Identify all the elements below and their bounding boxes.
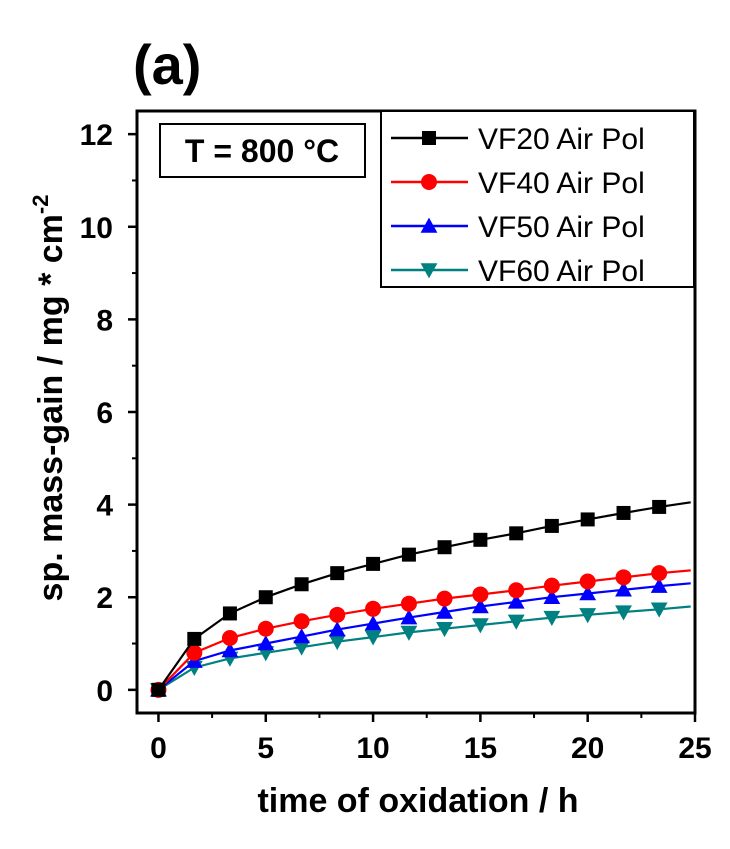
legend-label: VF40 Air Pol [478,167,645,200]
data-point [420,217,438,233]
annotation-box [159,123,366,178]
data-point [151,682,166,697]
data-point [186,644,203,661]
data-point [258,590,273,605]
data-point [543,577,560,594]
y-tick-label: 8 [96,304,113,337]
x-tick-label: 20 [571,732,604,765]
y-tick-label: 10 [80,212,113,245]
y-tick-label: 6 [96,397,113,430]
data-point [221,642,239,658]
data-point [330,566,345,581]
data-point [257,620,274,637]
svg-text:sp. mass-gain / mg * cm-2: sp. mass-gain / mg * cm-2 [28,195,70,602]
data-point [650,577,668,593]
panel-label: (a) [133,33,201,96]
data-point [422,131,436,145]
y-axis-label-exponent: -2 [28,195,53,215]
data-point [365,600,382,617]
data-point [257,635,275,651]
x-axis-label: time of oxidation / h [257,782,578,820]
temperature-annotation: T = 800 °C [159,123,366,178]
data-point [364,630,382,646]
legend-label: VF20 Air Pol [478,123,645,156]
data-point [652,499,667,514]
data-point [579,608,597,624]
x-tick-label: 15 [464,732,497,765]
data-point [294,577,309,592]
data-point [471,598,489,614]
data-point [507,614,525,630]
data-point [293,628,311,644]
data-point [436,590,453,607]
data-point [543,588,561,604]
series-line [157,605,691,691]
data-point [615,569,632,586]
series-line [157,582,691,691]
data-point [473,532,488,547]
y-tick-label: 0 [96,675,113,708]
y-tick-label: 2 [96,582,113,615]
data-point [579,573,596,590]
data-point [616,505,631,520]
data-point [650,602,668,618]
data-point [187,631,202,646]
data-point [401,547,416,562]
data-point [421,174,437,190]
data-point [366,556,381,571]
data-point [543,610,561,627]
plot-area: 0 5 10 15 20 25 0 2 4 6 8 10 12 T = 800 °C VF20 Air Po… [80,109,712,765]
data-point [508,582,525,599]
data-point [293,613,310,630]
data-point [221,629,238,646]
x-tick-label: 5 [257,732,274,765]
data-point [436,622,453,638]
data-point [615,581,632,597]
data-point [579,585,597,601]
y-tick-label: 4 [96,490,113,523]
data-point [420,263,438,279]
x-tick-label: 25 [678,732,711,765]
x-tick-label: 0 [150,732,167,765]
y-axis-title: sp. mass-gain / mg * cm-2 [28,195,70,602]
data-point [364,615,382,631]
data-point [328,621,346,637]
data-point [544,518,559,533]
data-point [400,625,418,641]
series-line [157,501,691,691]
data-point [222,606,237,621]
data-point [328,634,346,651]
data-point [437,540,452,555]
y-axis-label: sp. mass-gain / mg * cm [32,214,70,601]
legend: VF20 Air Pol VF40 Air Pol VF50 Air Pol VF60… [380,110,695,288]
data-point [580,512,595,527]
data-point [400,595,417,612]
data-point [615,605,632,621]
y-tick-label: 12 [80,119,113,152]
data-point [329,606,346,623]
data-point [509,526,524,541]
data-point [507,593,525,609]
legend-label: VF50 Air Pol [478,211,645,244]
data-point [293,640,311,656]
data-point [651,565,668,582]
legend-label: VF60 Air Pol [478,255,645,288]
annotation-text: T = 800 °C [185,133,339,169]
data-point [471,618,489,634]
series-line [157,569,691,691]
x-tick-label: 10 [356,732,389,765]
data-point [400,609,418,625]
data-point [472,586,489,603]
data-point [436,603,453,619]
